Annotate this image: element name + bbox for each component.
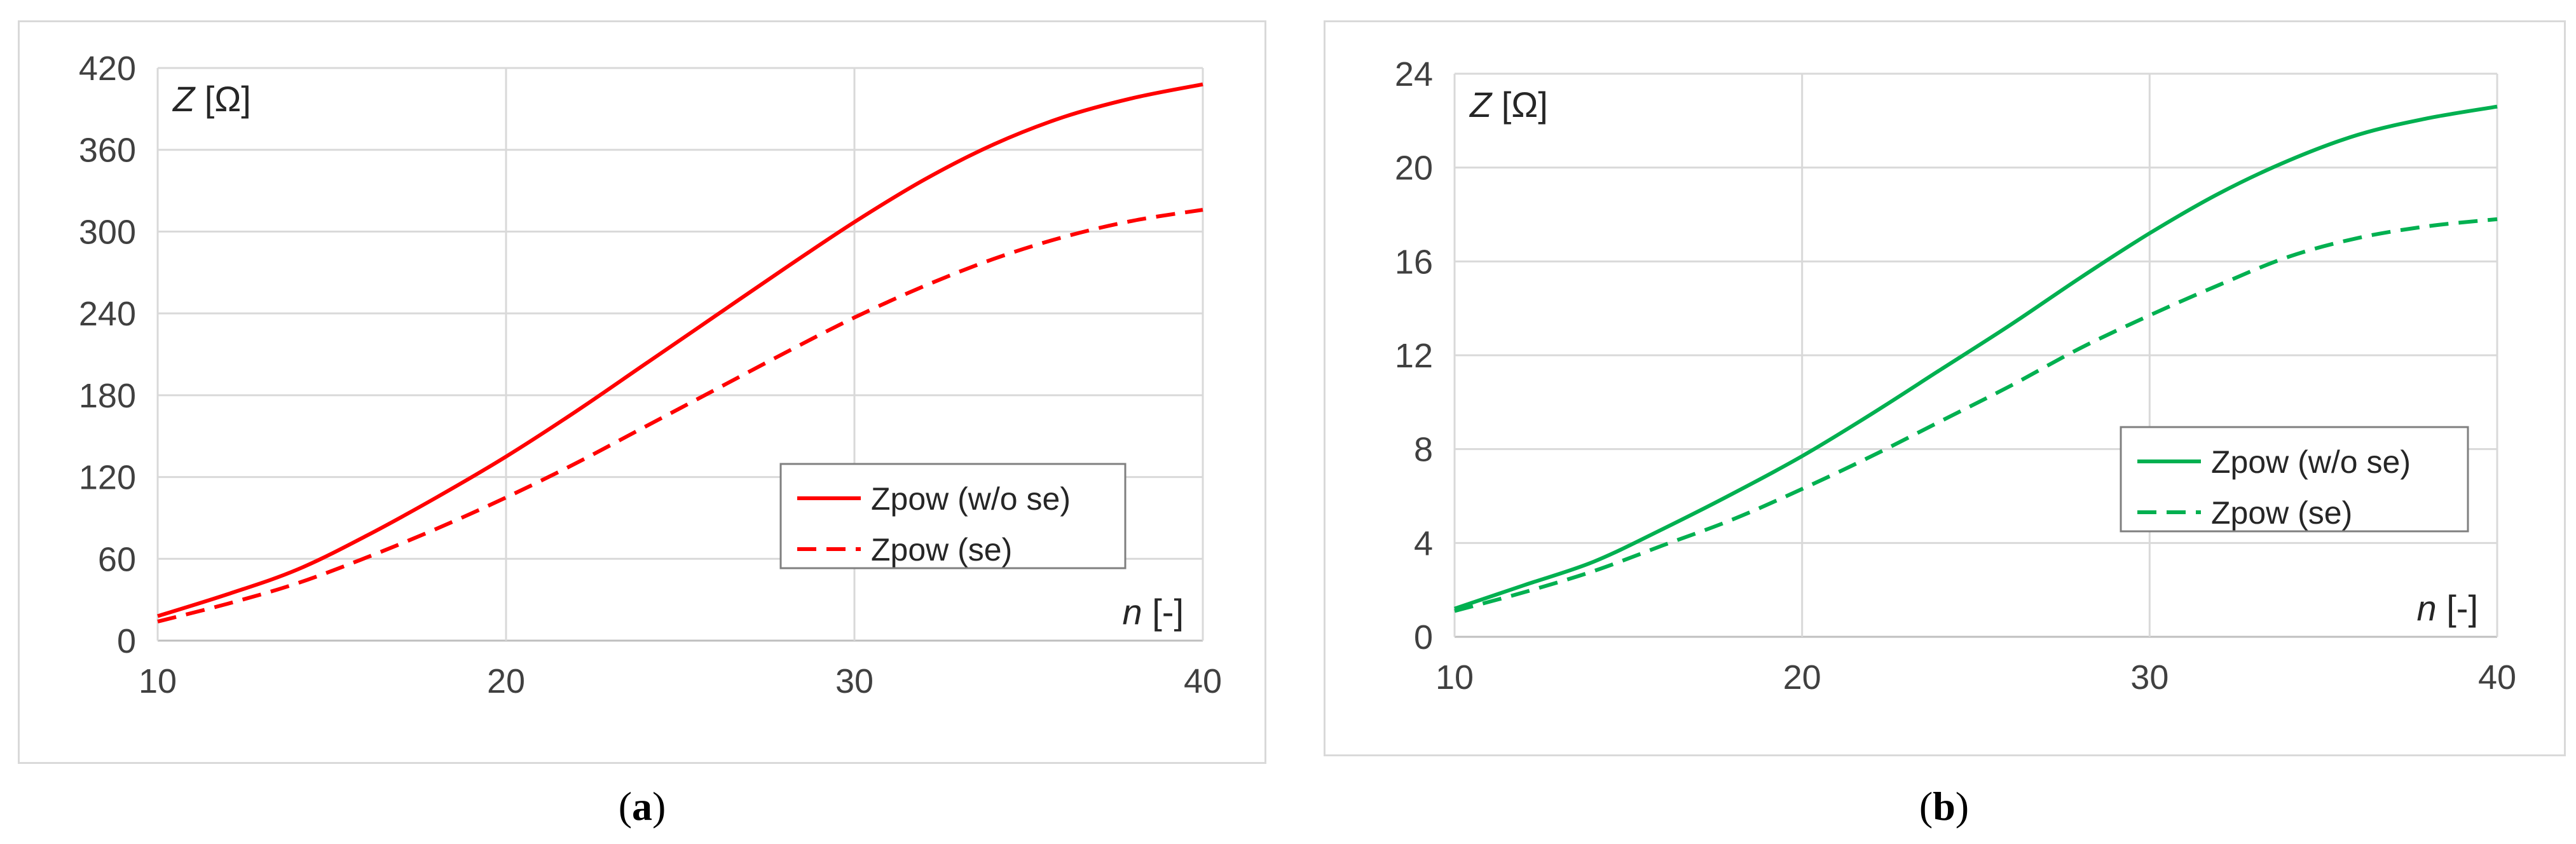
panel-b-y-tick-label: 20 bbox=[1395, 149, 1433, 187]
caption-a-label: a bbox=[632, 784, 652, 829]
panel-b-y-tick-label: 24 bbox=[1395, 55, 1433, 93]
panel-a-y-tick-label: 420 bbox=[79, 50, 136, 88]
panel-a-legend-label-1: Zpow (w/o se) bbox=[871, 481, 1071, 517]
panel-a-y-tick-label: 60 bbox=[98, 540, 136, 578]
panel-a-y-tick-label: 360 bbox=[79, 132, 136, 170]
panel-b-x-tick-label: 10 bbox=[1435, 658, 1474, 697]
panel-b-legend-label-2: Zpow (se) bbox=[2211, 495, 2352, 531]
panel-b-series-line-2 bbox=[1454, 217, 2498, 613]
panel-b-y-axis-title: Z [Ω] bbox=[1469, 85, 1548, 125]
panel-a-y-tick-label: 300 bbox=[79, 213, 136, 251]
panel-a-x-axis-title: n [-] bbox=[1123, 592, 1184, 632]
panel-b-series-line-1 bbox=[1454, 104, 2498, 611]
panel-b-y-tick-label: 8 bbox=[1414, 431, 1433, 469]
panel-b-y-tick-label: 0 bbox=[1414, 618, 1433, 657]
panel-b-x-tick-label: 40 bbox=[2478, 658, 2516, 697]
panel-a-x-tick-label: 40 bbox=[1184, 662, 1222, 700]
panel-b-y-tick-label: 4 bbox=[1414, 524, 1433, 562]
panel-a-x-tick-label: 10 bbox=[139, 662, 177, 700]
panel-b-x-tick-label: 20 bbox=[1783, 658, 1821, 697]
panel-a-legend-label-2: Zpow (se) bbox=[871, 532, 1012, 568]
panel-a-y-tick-label: 120 bbox=[79, 459, 136, 497]
panel-a-y-tick-label: 180 bbox=[79, 377, 136, 415]
panel-a-y-tick-label: 0 bbox=[117, 622, 136, 660]
panel-a-series-line-1 bbox=[157, 82, 1203, 618]
panel-b-x-axis-title: n [-] bbox=[2417, 588, 2478, 628]
caption-b-label: b bbox=[1933, 784, 1956, 829]
panel-a-x-tick-label: 30 bbox=[835, 662, 874, 700]
panel-b-legend-label-1: Zpow (w/o se) bbox=[2211, 444, 2411, 480]
panel-a-x-tick-label: 20 bbox=[487, 662, 525, 700]
panel-a-y-tick-label: 240 bbox=[79, 295, 136, 333]
panel-b-y-tick-label: 16 bbox=[1395, 243, 1433, 281]
panel-b-frame bbox=[1324, 20, 2566, 756]
panel-a-y-axis-title: Z [Ω] bbox=[172, 79, 251, 119]
panel-b-y-tick-label: 12 bbox=[1395, 337, 1433, 375]
panel-a-series-line-2 bbox=[157, 208, 1203, 623]
caption-b: (b) bbox=[1919, 784, 1970, 829]
caption-a: (a) bbox=[618, 784, 666, 829]
panel-b-x-tick-label: 30 bbox=[2130, 658, 2168, 697]
